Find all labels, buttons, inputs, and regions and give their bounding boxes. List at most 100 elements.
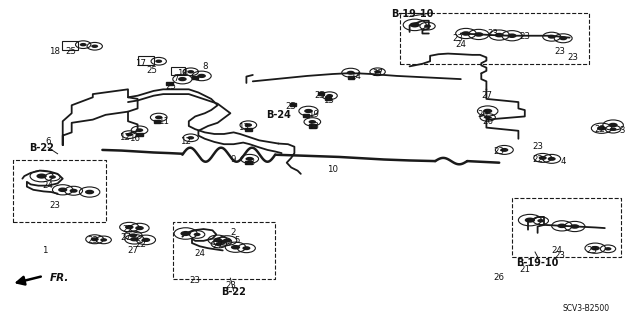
Circle shape [548,157,556,161]
Circle shape [180,231,191,236]
Text: 27: 27 [120,233,132,242]
Text: B-22: B-22 [221,287,246,297]
Circle shape [243,246,250,250]
Text: 24: 24 [455,40,467,49]
Circle shape [36,174,47,179]
Circle shape [213,238,222,242]
Circle shape [155,115,163,119]
Circle shape [85,190,94,194]
Text: 6: 6 [45,137,51,146]
Text: 22: 22 [532,155,543,164]
Circle shape [223,238,232,243]
Text: 23: 23 [519,32,531,41]
Circle shape [188,136,194,139]
Text: 3: 3 [620,126,625,135]
Text: SCV3-B2500: SCV3-B2500 [562,304,609,313]
Text: 23: 23 [493,147,505,156]
Text: 2: 2 [231,228,236,237]
Circle shape [548,35,556,39]
Circle shape [525,218,535,223]
Text: 23: 23 [189,276,201,285]
Text: 27: 27 [127,246,138,255]
Text: 25: 25 [165,82,177,91]
Circle shape [135,226,144,230]
Text: FR.: FR. [50,273,69,283]
Bar [63,41,79,50]
Text: 22: 22 [122,225,134,234]
Circle shape [244,123,252,127]
Text: 25: 25 [65,47,76,56]
Bar [245,128,252,131]
Circle shape [100,238,107,241]
Circle shape [484,116,491,119]
Circle shape [141,238,150,242]
Text: 12: 12 [119,133,131,142]
Circle shape [424,25,431,28]
Text: 23: 23 [554,47,566,56]
Bar [303,114,309,117]
Text: 10: 10 [327,165,339,174]
Text: 28: 28 [244,158,255,167]
Text: 14: 14 [349,72,361,81]
Text: 7: 7 [173,74,179,83]
Circle shape [374,70,381,73]
Circle shape [231,245,240,249]
Text: B-22: B-22 [29,143,54,153]
Text: 16: 16 [129,134,140,143]
Circle shape [197,74,206,78]
Text: 8: 8 [202,63,207,71]
Text: 13: 13 [308,122,319,130]
Bar [318,92,324,95]
Bar [245,161,252,164]
Text: 23: 23 [87,236,99,245]
Circle shape [91,237,99,241]
Text: 24: 24 [194,249,205,258]
Circle shape [49,175,56,179]
Text: 22: 22 [135,240,147,249]
Text: 12: 12 [180,137,191,146]
Circle shape [216,242,222,246]
Circle shape [219,240,227,244]
Bar [136,133,143,136]
Bar [171,67,185,75]
Circle shape [156,60,162,63]
Circle shape [500,148,508,152]
Text: 9: 9 [231,155,236,164]
Text: 5: 5 [234,236,239,245]
Bar [166,82,173,85]
Circle shape [130,237,139,241]
Circle shape [591,246,600,250]
Text: 18: 18 [49,47,60,56]
Bar [138,56,154,65]
Text: 24: 24 [42,181,54,189]
Circle shape [570,224,579,229]
Text: 25: 25 [147,66,158,75]
Text: 17: 17 [135,59,147,68]
Circle shape [495,33,504,37]
Text: 23: 23 [532,142,543,151]
Bar [192,76,198,79]
Text: B-24: B-24 [266,110,291,120]
Text: 15: 15 [323,96,334,105]
Circle shape [125,225,134,229]
Circle shape [557,224,566,228]
Text: 1: 1 [42,246,47,255]
Circle shape [80,43,86,46]
Circle shape [58,188,67,192]
Circle shape [194,233,200,236]
Circle shape [410,22,420,27]
Bar [309,124,316,128]
Circle shape [483,109,492,113]
Circle shape [70,189,77,193]
Circle shape [461,31,470,36]
Circle shape [597,126,606,130]
Circle shape [304,109,313,113]
Text: 19: 19 [308,110,319,119]
Circle shape [609,123,618,127]
Text: B-19-10: B-19-10 [392,9,434,19]
Text: 27: 27 [481,91,492,100]
Bar [290,103,296,106]
Text: 27: 27 [372,69,383,78]
Circle shape [474,32,483,37]
Circle shape [308,120,316,124]
